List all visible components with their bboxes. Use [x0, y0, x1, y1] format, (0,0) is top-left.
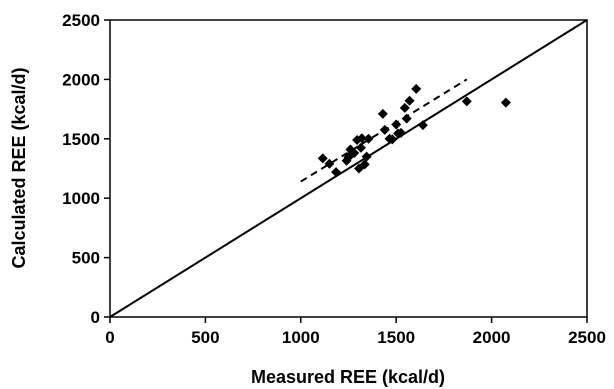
data-point-11: [359, 159, 370, 170]
y-tick-label-4: 2000: [62, 70, 100, 89]
data-point-17: [387, 134, 398, 145]
data-point-21: [399, 102, 410, 113]
x-tick-labels: 0 500 1000 1500 2000 2500: [105, 328, 606, 347]
x-tick-label-2: 1000: [282, 328, 320, 347]
x-tick-label-0: 0: [105, 328, 114, 347]
y-tick-label-2: 1000: [62, 189, 100, 208]
y-tick-label-5: 2500: [62, 11, 100, 30]
identity-line: [109, 19, 588, 318]
x-tick-label-3: 1500: [377, 328, 415, 347]
y-axis-title: Calculated REE (kcal/d): [9, 67, 29, 268]
data-point-10: [356, 133, 367, 144]
x-axis-title: Measured REE (kcal/d): [251, 367, 445, 387]
data-point-14: [377, 108, 388, 119]
data-point-0: [317, 153, 328, 164]
data-point-25: [417, 120, 428, 131]
y-tick-label-3: 1500: [62, 130, 100, 149]
data-point-6: [349, 148, 360, 159]
data-point-24: [411, 83, 422, 94]
y-tick-labels: 0 500 1000 1500 2000 2500: [62, 11, 100, 327]
data-point-26: [461, 96, 472, 107]
data-point-12: [361, 151, 372, 162]
x-tick-label-1: 500: [191, 328, 219, 347]
data-point-1: [324, 158, 335, 169]
data-point-18: [391, 119, 402, 130]
data-point-9: [355, 142, 366, 153]
x-tick-label-4: 2000: [473, 328, 511, 347]
data-point-2: [331, 167, 342, 178]
x-tick-label-5: 2500: [568, 328, 606, 347]
data-point-15: [379, 124, 390, 135]
data-points: [317, 83, 511, 178]
y-tick-label-0: 0: [91, 308, 100, 327]
data-point-27: [500, 97, 511, 108]
data-point-23: [404, 95, 415, 106]
data-point-22: [401, 113, 412, 124]
tick-marks: [104, 19, 588, 323]
y-tick-label-1: 500: [72, 249, 100, 268]
data-point-20: [395, 127, 406, 138]
data-point-13: [363, 133, 374, 144]
